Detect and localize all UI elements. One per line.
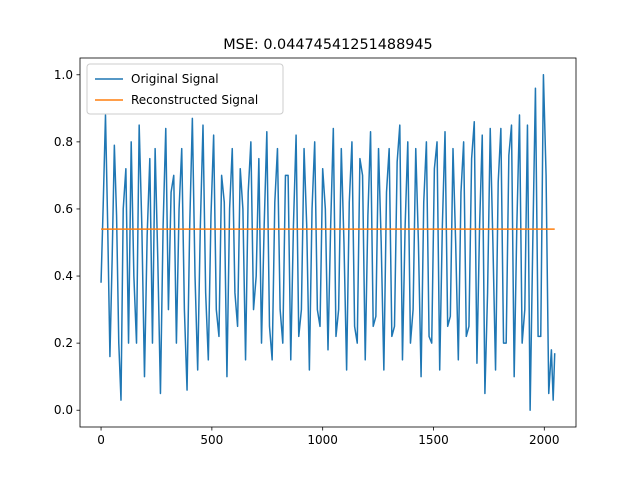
chart-title: MSE: 0.04474541251488945 [223,37,432,53]
y-tick-label: 0.8 [54,135,73,149]
x-tick-label: 0 [97,433,105,447]
x-tick-label: 1000 [307,433,338,447]
y-tick-label: 1.0 [54,68,73,82]
legend-label-2: Reconstructed Signal [131,93,258,107]
x-tick-label: 2000 [529,433,560,447]
x-tick-label: 1500 [418,433,449,447]
y-tick-label: 0.0 [54,403,73,417]
y-tick-label: 0.6 [54,202,73,216]
y-tick-label: 0.4 [54,269,73,283]
plot-area [100,74,556,411]
legend: Original Signal Reconstructed Signal [86,63,284,115]
y-tick-label: 0.2 [54,336,73,350]
axes-frame [79,57,577,428]
x-tick-label: 500 [200,433,223,447]
legend-label-1: Original Signal [131,72,219,86]
axes: 0 500 1000 1500 2000 0.0 0.2 0.4 0.6 0.8 1.0 [54,57,577,447]
legend-box [86,63,284,115]
series-line-1 [100,74,556,411]
